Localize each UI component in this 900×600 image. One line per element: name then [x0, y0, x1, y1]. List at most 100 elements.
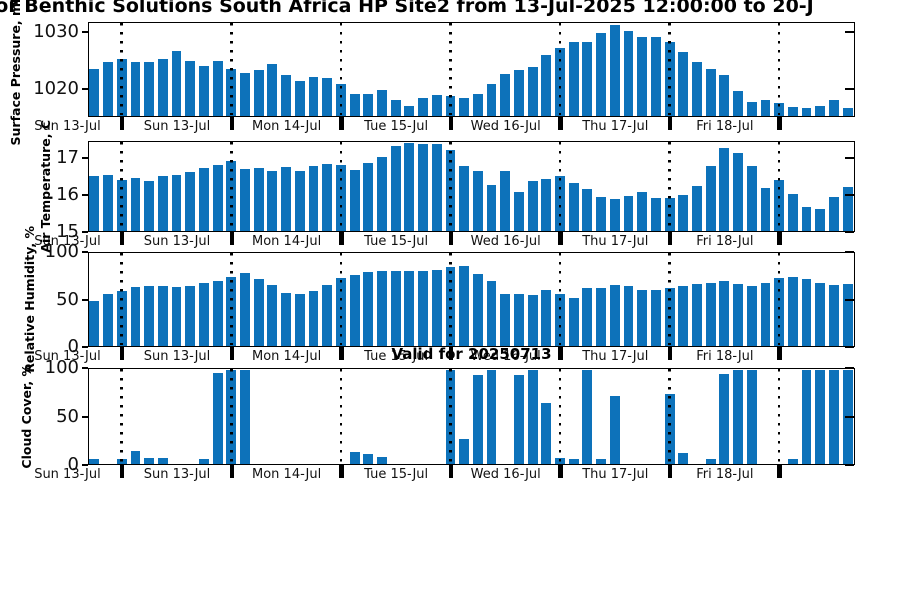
surface-pressure-bar [582, 42, 593, 116]
relative-humidity-bar [623, 286, 634, 346]
relative-humidity-bar [130, 287, 141, 346]
surface-pressure-bar [568, 42, 579, 116]
x-day-label: Fri 18-Jul [696, 467, 754, 482]
x-day-label: Sun 13-Jul [34, 349, 101, 364]
y-tick-label: 50 [56, 405, 79, 427]
relative-humidity-bar [404, 271, 415, 346]
cloud-cover-bar [89, 459, 100, 464]
day-boundary-tick [448, 232, 454, 245]
cloud-cover-bar [198, 459, 209, 464]
day-boundary-tick [777, 117, 782, 130]
air-temperature-bar [418, 144, 428, 231]
surface-pressure-bar [322, 77, 333, 116]
day-boundary-tick [777, 347, 782, 360]
figure-title: for Benthic Solutions South Africa HP Si… [0, 0, 814, 17]
relative-humidity-bar [705, 282, 716, 346]
relative-humidity-bar [678, 286, 689, 346]
x-day-label: Mon 14-Jul [252, 349, 322, 364]
air-temperature-bar [89, 176, 100, 231]
relative-humidity-bar [157, 286, 168, 346]
air-temperature-bar [349, 169, 360, 231]
relative-humidity-bar [514, 293, 524, 346]
air-temperature-bar [212, 164, 223, 231]
y-tick-mark-right [845, 251, 854, 253]
surface-pressure-bar [349, 93, 360, 116]
day-boundary-tick [119, 232, 125, 245]
day-gridline [120, 142, 123, 230]
cloud-cover-bar [719, 373, 730, 464]
air-temperature-bar [486, 185, 497, 231]
x-day-label: Wed 16-Jul [470, 234, 541, 249]
y-tick-mark-left [82, 31, 88, 34]
cloud-cover-plot-area [88, 368, 855, 465]
relative-humidity-bar [801, 278, 812, 346]
day-boundary-tick [667, 117, 673, 130]
cloud-cover-bar [486, 370, 497, 464]
cloud-cover-ylabel-wrap: Cloud Cover, % [17, 364, 35, 469]
x-day-label: Fri 18-Jul [696, 349, 754, 364]
day-gridline [449, 142, 452, 230]
day-boundary-tick [448, 117, 454, 130]
air-temperature-bar [514, 191, 524, 231]
relative-humidity-bar [212, 280, 223, 346]
cloud-cover-bar [678, 452, 689, 464]
surface-pressure-bar [692, 61, 702, 116]
surface-pressure-bar [390, 100, 401, 116]
day-boundary-tick [339, 465, 344, 478]
air-temperature-bar [377, 157, 387, 231]
surface-pressure-bar [787, 106, 798, 116]
day-gridline [339, 142, 343, 230]
air-temperature-bar [281, 167, 292, 231]
surface-pressure-bar [185, 60, 196, 116]
y-tick-mark-left [82, 193, 88, 196]
day-gridline [777, 253, 781, 345]
day-gridline [668, 142, 671, 230]
day-gridline [449, 23, 452, 115]
relative-humidity-bar [267, 285, 278, 346]
x-day-label: Mon 14-Jul [252, 467, 322, 482]
y-tick-label: 17 [56, 146, 79, 168]
day-gridline [668, 253, 671, 345]
day-gridline [449, 369, 452, 463]
cloud-cover-bar [240, 370, 250, 464]
y-tick-mark-right [845, 464, 854, 466]
air-temperature-bar [623, 196, 634, 231]
surface-pressure-bar [514, 70, 524, 116]
surface-pressure-bar [294, 80, 305, 116]
surface-pressure-bar [623, 30, 634, 116]
day-gridline [230, 23, 233, 115]
relative-humidity-bar [733, 284, 743, 346]
surface-pressure-bar [760, 99, 771, 116]
relative-humidity-bar [281, 292, 292, 346]
surface-pressure-ylabel-wrap: Surface Pressure, mb [6, 0, 24, 145]
surface-pressure-bar [281, 74, 292, 116]
x-day-label: Sun 13-Jul [34, 467, 101, 482]
relative-humidity-bar [568, 298, 579, 346]
day-boundary-tick [229, 465, 235, 478]
air-temperature-bar [459, 165, 470, 231]
air-temperature-bar [719, 148, 730, 231]
cloud-cover-bar [609, 396, 620, 464]
y-tick-label: 0 [67, 454, 79, 475]
air-temperature-bar [527, 180, 538, 231]
x-day-label: Sun 13-Jul [34, 234, 101, 249]
day-gridline [558, 142, 562, 230]
day-gridline [120, 253, 123, 345]
surface-pressure-bar [212, 60, 223, 116]
surface-pressure-bar [815, 105, 826, 116]
day-gridline [120, 23, 123, 115]
air-temperature-bar [267, 171, 278, 231]
relative-humidity-bar [609, 285, 620, 346]
air-temperature-bar [787, 194, 798, 231]
air-temperature-bar [733, 153, 743, 231]
relative-humidity-bar [103, 294, 113, 346]
relative-humidity-bar [637, 289, 648, 346]
air-temperature-bar [842, 186, 853, 231]
relative-humidity-bar [363, 272, 374, 346]
day-boundary-tick [667, 465, 673, 478]
day-gridline [120, 369, 123, 463]
y-tick-mark-left [82, 415, 88, 418]
cloud-cover-bar [705, 459, 716, 464]
air-temperature-bar [746, 166, 757, 231]
x-day-label: Sun 13-Jul [143, 234, 211, 249]
